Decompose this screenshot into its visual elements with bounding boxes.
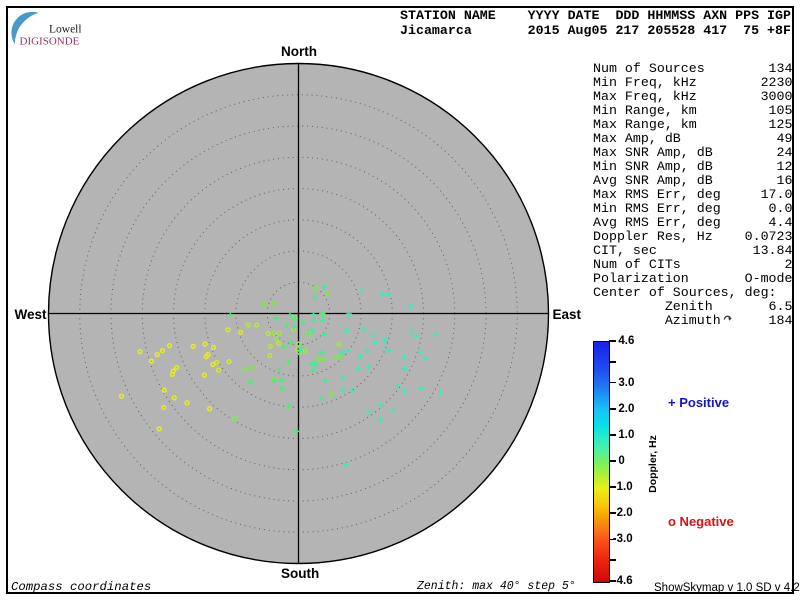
svg-text:Lowell: Lowell [49, 24, 82, 36]
svg-text:DIGISONDE: DIGISONDE [20, 36, 80, 48]
